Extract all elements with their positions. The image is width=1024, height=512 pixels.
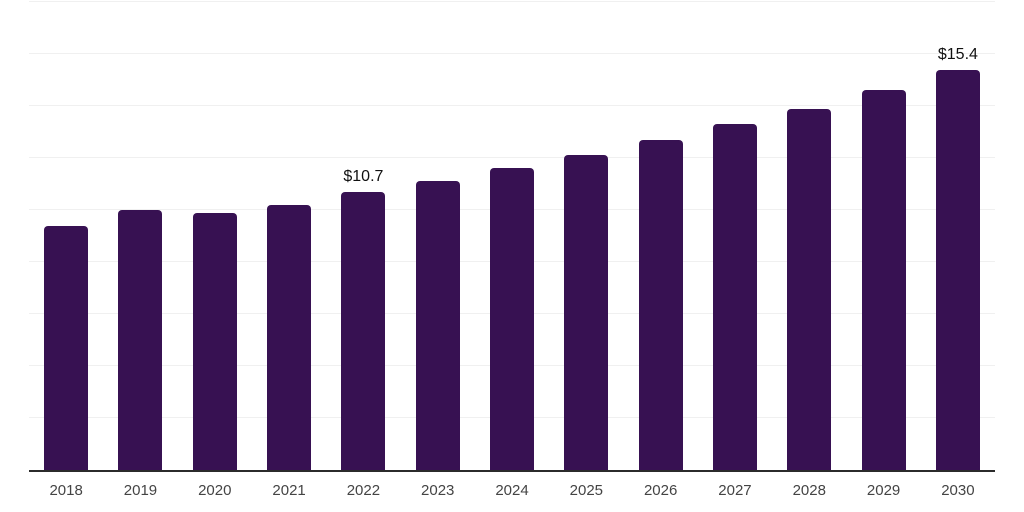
x-tick-label-2021: 2021 (272, 482, 306, 499)
bar-slot-2021 (252, 2, 326, 470)
bar-2020 (192, 212, 237, 470)
bar-2021 (267, 204, 312, 470)
bar-2019 (118, 210, 163, 470)
gridline-y-14 (29, 105, 995, 106)
x-tick-label-2022: 2022 (346, 482, 381, 499)
bar-slot-2019 (103, 2, 177, 470)
bar-2027 (712, 124, 757, 470)
bar-slot-2029 (846, 2, 920, 470)
bar-2022 (341, 191, 386, 470)
bar-2018 (44, 225, 89, 470)
plot-area: $10.7 $15.4 (29, 1, 995, 472)
bar-slot-2024 (475, 2, 549, 470)
bar-slot-2025 (549, 2, 623, 470)
x-tick-label-2023: 2023 (421, 482, 455, 499)
bar-2030 (935, 69, 980, 470)
x-axis-labels: 2018 2019 2020 2021 2022 2023 2024 2025 2026 2027… (29, 481, 995, 500)
bar-2024 (490, 168, 535, 470)
x-tick-label-2019: 2019 (123, 482, 158, 499)
bar-2028 (787, 108, 832, 470)
bar-2029 (861, 90, 906, 470)
x-tick-label-2020: 2020 (198, 482, 232, 499)
gridline-y-18 (29, 1, 995, 2)
bar-slot-2023 (401, 2, 475, 470)
x-tick-label-2024: 2024 (495, 482, 529, 499)
bar-slot-2026 (624, 2, 698, 470)
bar-slot-2018 (29, 2, 103, 470)
x-tick-label-2027: 2027 (718, 482, 752, 499)
bar-2026 (638, 139, 683, 470)
gridline-y-16 (29, 53, 995, 54)
value-label-2022: $10.7 (343, 167, 384, 185)
bar-slot-2030: $15.4 (921, 2, 995, 470)
x-tick-label-2029: 2029 (866, 482, 901, 499)
x-tick-label-2028: 2028 (792, 482, 826, 499)
bar-2025 (564, 155, 609, 470)
gridline-y-12 (29, 157, 995, 159)
bar-2023 (415, 181, 460, 470)
x-tick-label-2018: 2018 (49, 482, 83, 499)
bar-slot-2022: $10.7 (326, 2, 400, 470)
bars-row: $10.7 $15.4 (29, 2, 995, 470)
bar-slot-2027 (698, 2, 772, 470)
value-label-2030: $15.4 (937, 45, 978, 63)
x-tick-label-2030: 2030 (941, 482, 975, 499)
bar-slot-2020 (178, 2, 252, 470)
bar-slot-2028 (772, 2, 846, 470)
x-tick-label-2025: 2025 (569, 482, 604, 499)
x-tick-label-2026: 2026 (643, 482, 678, 499)
